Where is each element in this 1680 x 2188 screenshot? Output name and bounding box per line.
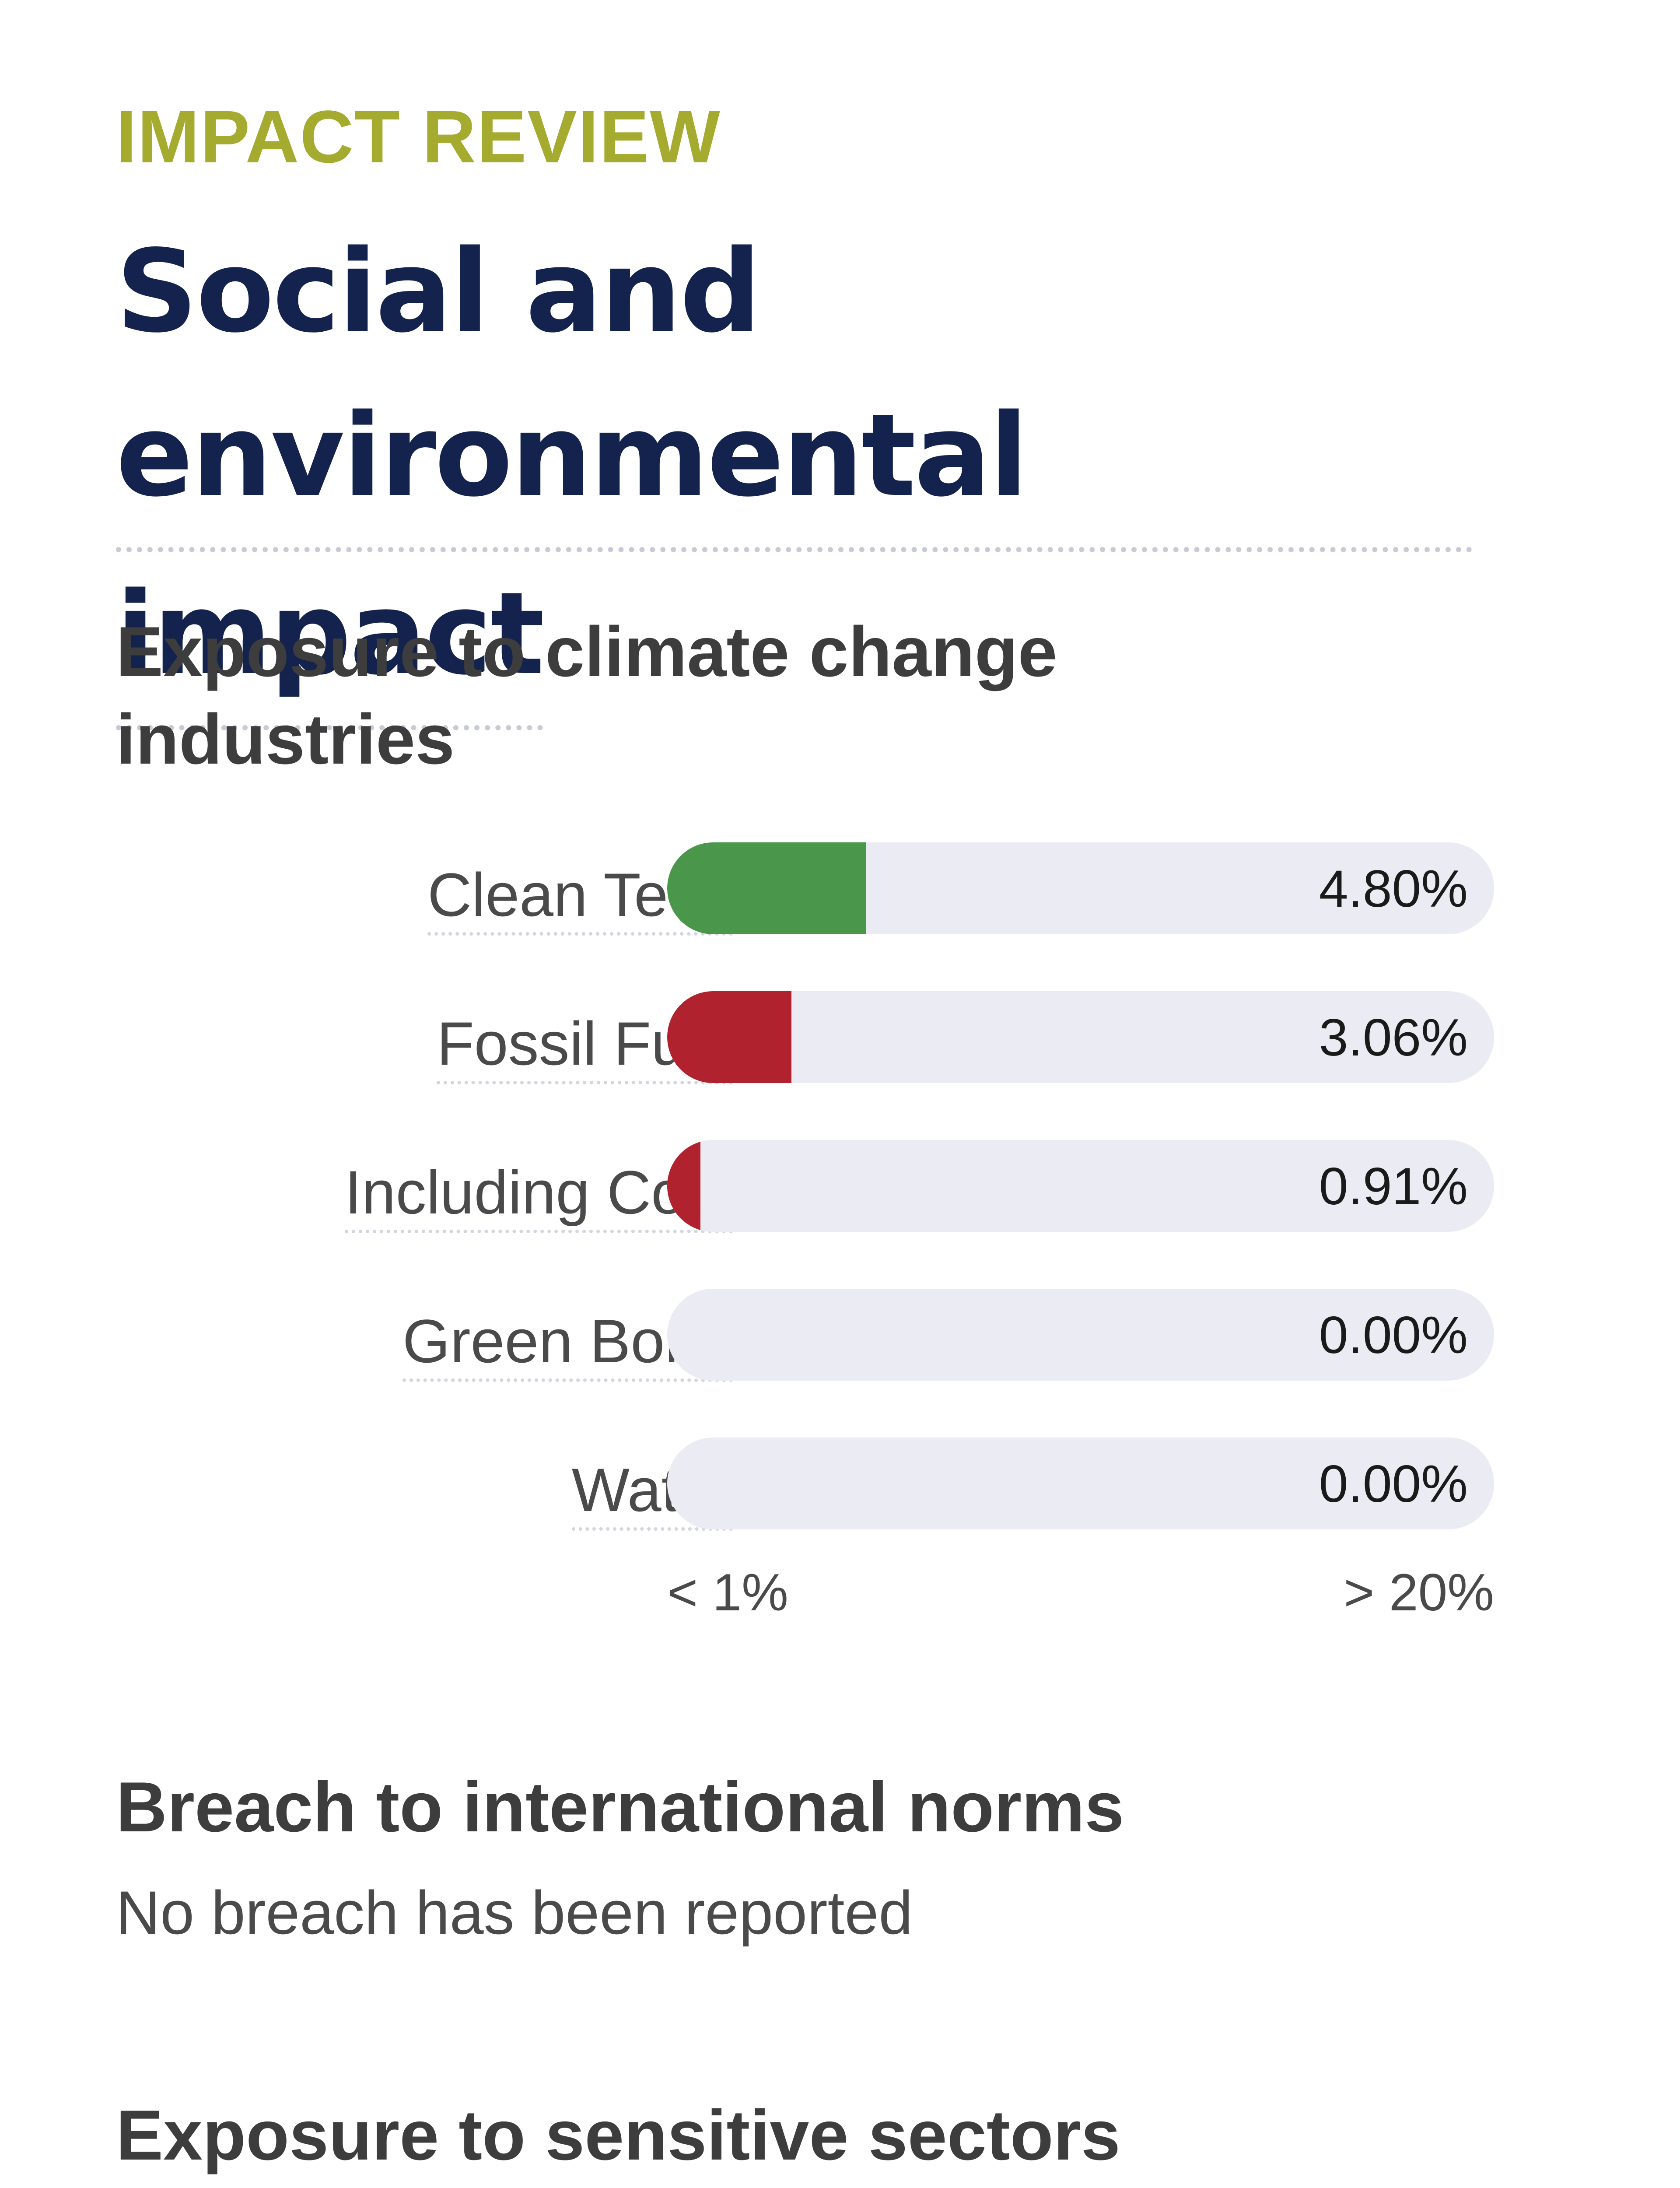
bar-fill <box>667 991 791 1083</box>
bar-value: 0.00% <box>1319 1455 1468 1513</box>
page-title-line-2: impact <box>116 552 545 730</box>
climate-heading-line-1: Exposure to climate change <box>116 612 1057 691</box>
bar-track: 0.00% <box>667 1438 1494 1529</box>
bar-value: 0.00% <box>1319 1306 1468 1364</box>
page-title-line-1: Social and environmental <box>116 210 1472 552</box>
bar-value: 3.06% <box>1319 1008 1468 1067</box>
bar-track: 0.91% <box>667 1140 1494 1232</box>
bar-fill <box>667 842 866 934</box>
axis-max-label: > 20% <box>1344 1563 1494 1622</box>
bar-track: 3.06% <box>667 991 1494 1083</box>
climate-bar-list: Clean Tech 4.80% Fossil Fuel 3.06% Inclu… <box>116 842 1560 1586</box>
norms-status-text: No breach has been reported <box>116 1878 913 1947</box>
bar-value: 4.80% <box>1319 859 1468 918</box>
bar-row-including-coal: Including Coal 0.91% <box>116 1140 1560 1289</box>
page-title: Social and environmental impact <box>116 210 1472 730</box>
climate-heading-line-2: industries <box>116 700 455 779</box>
bar-track: 4.80% <box>667 842 1494 934</box>
axis-min-label: < 1% <box>667 1563 788 1622</box>
climate-axis-scale: < 1% > 20% <box>667 1562 1494 1623</box>
bar-value: 0.91% <box>1319 1157 1468 1216</box>
bar-row-green-bond: Green Bond 0.00% <box>116 1289 1560 1438</box>
section-eyebrow: IMPACT REVIEW <box>116 95 721 179</box>
bar-track: 0.00% <box>667 1289 1494 1381</box>
bar-row-fossil-fuel: Fossil Fuel 3.06% <box>116 991 1560 1140</box>
norms-heading: Breach to international norms <box>116 1767 1124 1847</box>
bar-row-clean-tech: Clean Tech 4.80% <box>116 842 1560 991</box>
sensitive-heading: Exposure to sensitive sectors <box>116 2096 1120 2175</box>
bar-fill <box>667 1140 700 1232</box>
bar-row-water: Water 0.00% <box>116 1438 1560 1586</box>
climate-heading: Exposure to climate change industries <box>116 608 1057 783</box>
